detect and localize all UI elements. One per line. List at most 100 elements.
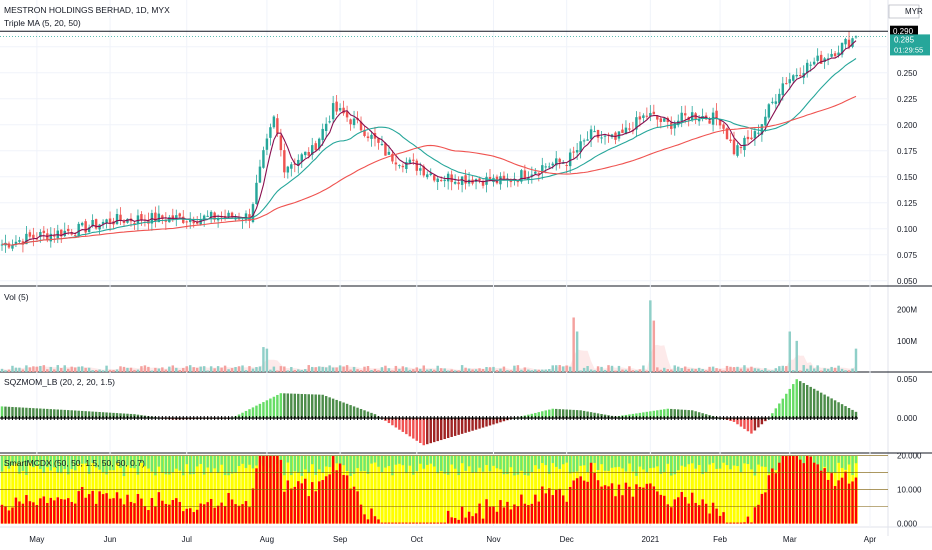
volume-bar (621, 369, 624, 372)
squeeze-dot (264, 416, 269, 421)
smart-green-bar (171, 455, 175, 473)
volume-bar (750, 366, 753, 372)
candle-body (837, 52, 840, 56)
last-price-tag (890, 34, 930, 56)
smart-red-bar (534, 494, 537, 524)
squeeze-dot (428, 416, 433, 421)
smart-red-bar (649, 483, 652, 524)
candle-body (255, 182, 258, 205)
squeeze-pane-title[interactable]: SQZMOM_LB (20, 2, 20, 1.5) (4, 377, 115, 387)
volume-bar (195, 367, 199, 372)
candle-body (91, 219, 94, 227)
squeeze-dot (62, 416, 67, 421)
volume-bar (244, 370, 248, 372)
squeeze-dot (216, 416, 221, 421)
smart-green-bar (192, 455, 195, 475)
smart-red-bar (11, 507, 14, 524)
smart-red-bar (60, 499, 63, 524)
smartmcdx-pane-title[interactable]: SmartMCDX (50, 50, 1.5, 50, 60, 0.7) (4, 458, 145, 468)
smart-green-bar (28, 455, 32, 463)
squeeze-dot (139, 416, 144, 421)
squeeze-dot (547, 416, 552, 421)
momentum-bar (823, 394, 826, 419)
smart-green-bar (182, 455, 185, 476)
volume-pane-title[interactable]: Vol (5) (4, 292, 29, 302)
candle-body (335, 101, 338, 112)
smart-red-bar (621, 495, 624, 524)
candle-body (851, 38, 854, 47)
squeeze-dot (289, 416, 294, 421)
smart-green-bar (771, 455, 774, 470)
candle-body (192, 220, 195, 224)
squeeze-dot (648, 416, 653, 421)
squeeze-dot (111, 416, 116, 421)
momentum-bar (819, 392, 823, 419)
momentum-bar (854, 411, 858, 419)
squeeze-dot (763, 416, 768, 421)
momentum-bar (561, 409, 565, 419)
smart-green-bar (589, 455, 593, 466)
time-tick-label: 2021 (641, 535, 659, 544)
candle-body (544, 166, 547, 168)
momentum-bar (781, 398, 785, 419)
momentum-bar (788, 388, 791, 419)
smart-red-bar (352, 486, 356, 524)
volume-bar (178, 370, 181, 372)
indicator-label-triple-ma[interactable]: Triple MA (5, 20, 50) (4, 18, 81, 28)
squeeze-dot (571, 416, 576, 421)
smart-green-bar (77, 455, 80, 464)
momentum-bar (799, 381, 802, 419)
currency-box[interactable] (888, 4, 920, 19)
smart-red-bar (809, 456, 812, 524)
momentum-bar (812, 388, 816, 419)
smart-red-bar (523, 503, 527, 524)
squeeze-dot (759, 416, 764, 421)
candle-body (11, 245, 14, 249)
smart-green-bar (568, 455, 572, 474)
volume-bar (764, 368, 767, 372)
momentum-bar (847, 407, 851, 419)
smart-red-bar (227, 492, 230, 524)
smart-red-bar (812, 462, 816, 524)
smart-green-bar (527, 455, 530, 476)
volume-bar (837, 365, 840, 372)
smart-red-bar (471, 516, 474, 524)
smart-green-bar (579, 455, 582, 466)
squeeze-dot (0, 416, 4, 421)
squeeze-dot (355, 416, 360, 421)
candle-body (596, 129, 600, 138)
smart-green-bar (746, 455, 750, 465)
smart-green-bar (67, 455, 70, 475)
candle-body (697, 119, 701, 122)
candle-body (593, 131, 596, 133)
time-axis[interactable]: May Jun Jul Aug Sep Oct Nov Dec 2021 Feb Mar Apr (29, 535, 876, 544)
momentum-bar (269, 398, 272, 419)
momentum-bar (408, 418, 412, 437)
momentum-bar (276, 394, 279, 419)
smart-red-bar (283, 491, 286, 524)
smart-green-bar (558, 455, 561, 469)
volume-bar (673, 365, 676, 372)
squeeze-dot (184, 416, 189, 421)
volume-bar (840, 368, 844, 372)
smart-green-bar (133, 455, 136, 469)
squeeze-dot (575, 416, 580, 421)
smart-green-bar (35, 455, 39, 466)
squeeze-dot (435, 416, 440, 421)
volume-bar (161, 367, 164, 372)
smart-red-bar (708, 513, 711, 524)
volume-bar (509, 370, 513, 372)
volume-bar (398, 368, 401, 372)
candle-body (32, 234, 35, 239)
volume-bar (600, 366, 603, 372)
candle-body (652, 111, 656, 115)
squeeze-dot (362, 416, 367, 421)
squeeze-dot (798, 416, 803, 421)
price-tick-label: 0.150 (897, 173, 918, 182)
volume-bar (80, 366, 84, 372)
smart-red-bar (638, 486, 642, 524)
candle-body (732, 139, 736, 155)
candle-body (290, 164, 293, 169)
volume-bar (572, 317, 575, 372)
